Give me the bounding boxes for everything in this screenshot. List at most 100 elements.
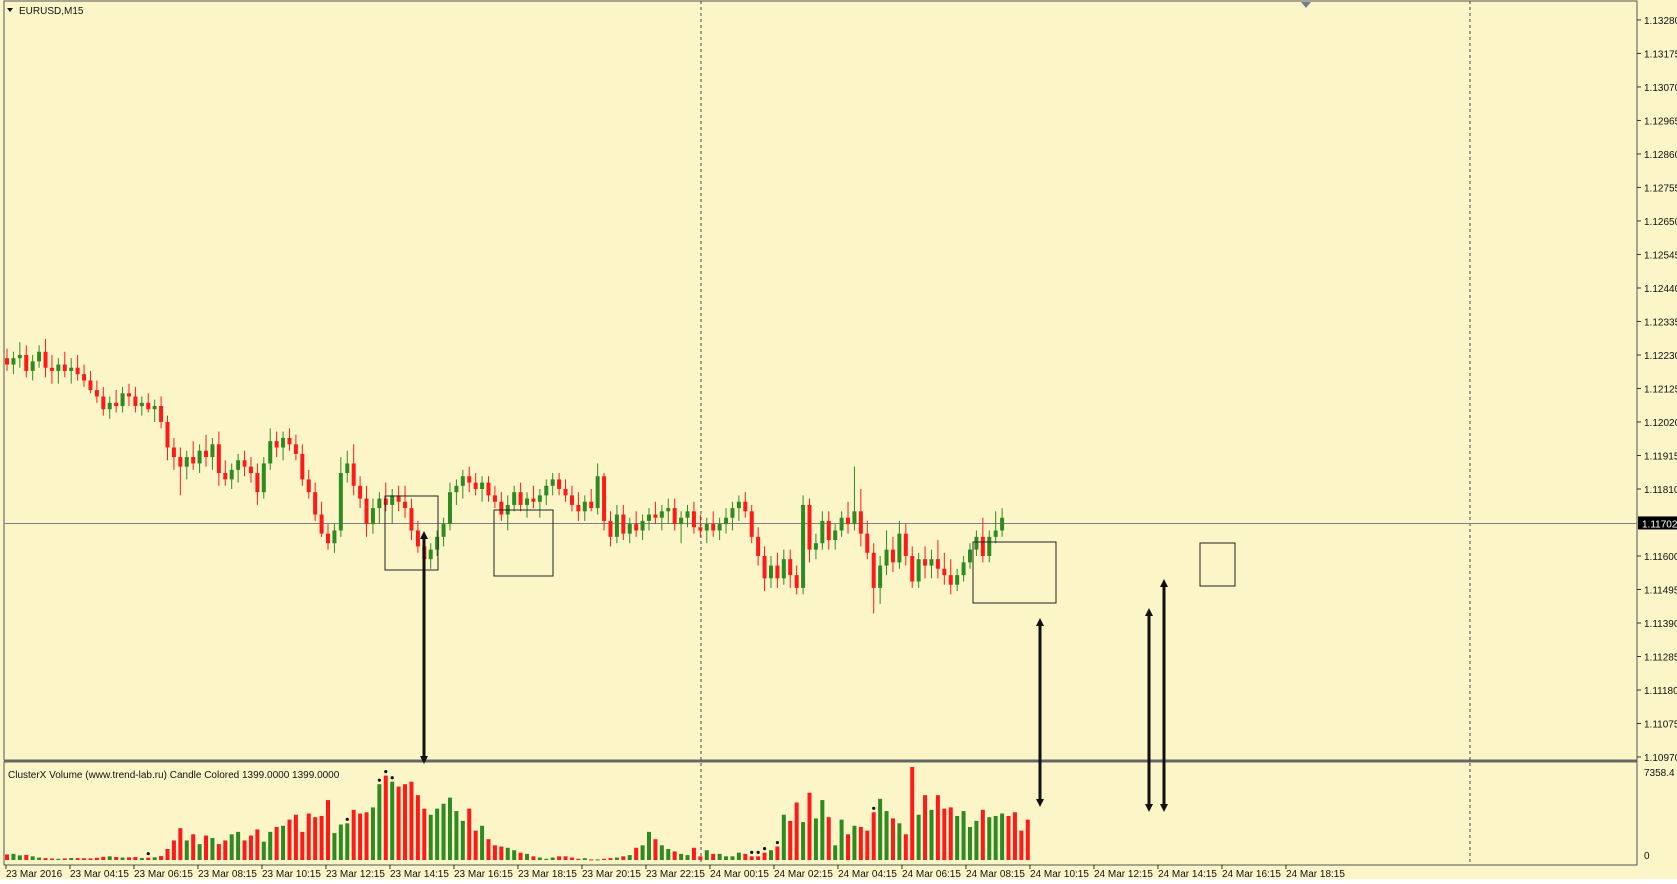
candle-body [364, 498, 369, 525]
volume-bar [383, 775, 388, 860]
volume-bar [435, 808, 440, 860]
volume-bar [101, 856, 106, 860]
volume-bar [178, 828, 183, 860]
volume-bar [191, 834, 196, 860]
candle-body [480, 482, 485, 489]
volume-bar [736, 852, 741, 860]
candle-body [492, 495, 497, 502]
price-tick-label: 1.13175 [1644, 49, 1677, 60]
price-tick-label: 1.11810 [1644, 485, 1677, 496]
volume-bar [332, 833, 337, 860]
volume-bar [749, 856, 754, 860]
volume-bar [756, 856, 761, 860]
volume-bar [281, 825, 286, 860]
volume-bar [614, 857, 619, 860]
annotation-box[interactable] [1199, 542, 1236, 587]
volume-bar [833, 845, 838, 860]
candle-body [56, 364, 61, 371]
candle-body [261, 463, 266, 493]
volume-bar [229, 834, 234, 860]
time-tick-label: 24 Mar 00:15 [710, 869, 769, 879]
volume-dot-marker [146, 852, 150, 856]
candle-body [460, 476, 465, 486]
candle-body [910, 555, 915, 582]
shift-marker-icon[interactable] [1301, 2, 1311, 8]
candle-body [428, 549, 433, 560]
volume-bar [884, 811, 889, 860]
volume-bar [94, 857, 99, 860]
price-tick-label: 1.12440 [1644, 284, 1677, 295]
candle-body [897, 533, 902, 563]
volume-bar [210, 837, 215, 860]
volume-bar [1012, 812, 1017, 860]
volume-bar [390, 781, 395, 860]
candle-body [377, 498, 382, 509]
candle-body [801, 504, 806, 588]
price-tick-label: 1.12860 [1644, 150, 1677, 161]
volume-bar [248, 835, 253, 860]
volume-bar [858, 826, 863, 860]
volume-dot-marker [775, 840, 780, 845]
volume-bar [595, 859, 600, 861]
candle-body [525, 498, 530, 505]
annotation-box[interactable] [972, 541, 1057, 604]
volume-bar [698, 856, 703, 860]
volume-bar [627, 855, 632, 860]
candle-body [807, 504, 812, 550]
annotation-boxes [384, 495, 1236, 604]
candle-body [679, 517, 684, 525]
candle-body [691, 511, 696, 528]
candle-body [730, 508, 735, 518]
volume-bar [152, 857, 157, 860]
price-tick-label: 1.12545 [1644, 250, 1677, 261]
volume-bar [762, 852, 767, 860]
price-tick-label: 1.13070 [1644, 83, 1677, 94]
candle-body [968, 549, 972, 563]
volume-bar [550, 857, 555, 860]
candle-body [338, 473, 343, 531]
volume-bar [890, 818, 895, 860]
volume-bar [428, 814, 433, 860]
candle-body [255, 473, 260, 493]
candle-body [621, 514, 626, 534]
volume-bar [338, 824, 343, 860]
volume-dot-marker [345, 817, 349, 821]
indicator-zero-label: 0 [1644, 851, 1650, 862]
candle-body [550, 479, 555, 486]
volume-bar [24, 854, 29, 860]
candle-body [159, 406, 164, 422]
price-tick-label: 1.11495 [1644, 585, 1677, 596]
candle-body [62, 364, 67, 371]
candle-body [248, 466, 253, 474]
volume-bar [1000, 813, 1005, 860]
candle-body [685, 511, 690, 518]
price-tick-label: 1.11390 [1644, 619, 1677, 630]
chevron-down-icon[interactable] [7, 8, 13, 12]
candle-body [313, 492, 318, 515]
volume-bar [621, 856, 626, 860]
candle-body [955, 575, 960, 585]
candle-body [878, 565, 883, 588]
volume-bar [300, 831, 305, 860]
volume-bar [846, 834, 851, 860]
volume-bar [326, 800, 330, 860]
volume-bar [589, 859, 594, 861]
volume-bar [730, 856, 735, 860]
candle-body [358, 485, 363, 499]
candle-body [640, 520, 645, 531]
volume-bar [839, 819, 844, 860]
volume-bar [569, 857, 574, 860]
volume-bar [274, 826, 279, 860]
candle-body [486, 482, 491, 496]
volume-bar [415, 795, 420, 860]
annotation-box[interactable] [384, 495, 439, 571]
volume-bar [935, 795, 940, 860]
candle-body [518, 492, 523, 505]
annotation-box[interactable] [493, 509, 554, 577]
candle-body [627, 524, 632, 534]
volume-bar [236, 831, 241, 860]
candle-body [274, 441, 279, 448]
